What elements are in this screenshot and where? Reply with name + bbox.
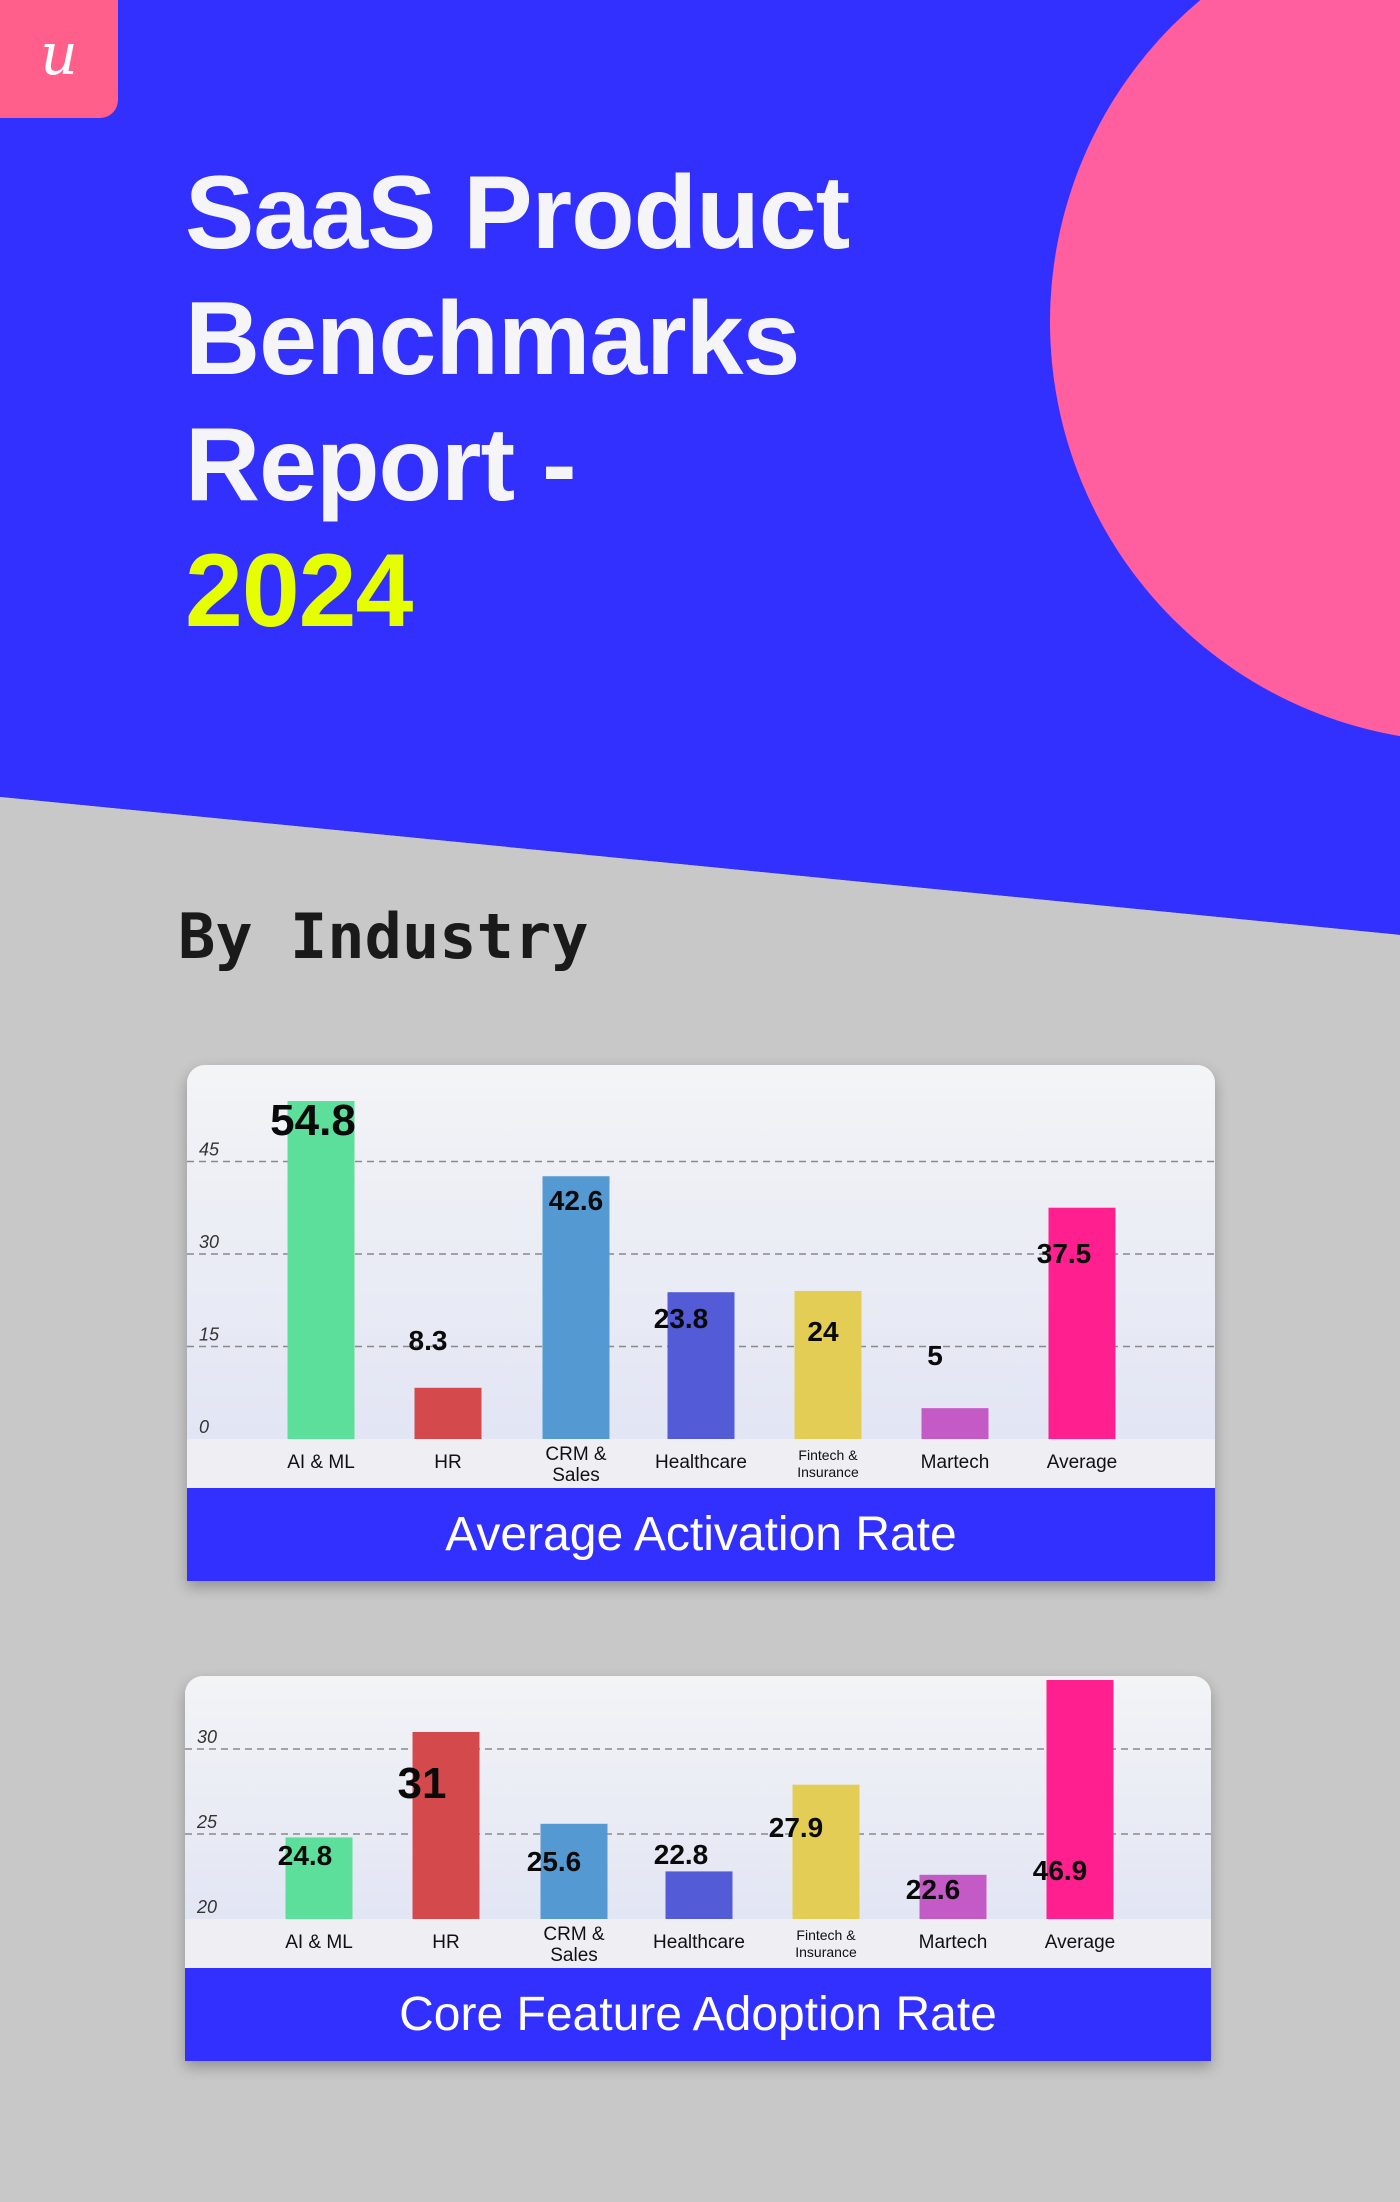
x-label-crm-sales: CRM & Sales (543, 1924, 605, 1966)
value-label-crm-sales: 42.6 (549, 1185, 604, 1216)
x-label-healthcare: Healthcare (655, 1452, 747, 1473)
activation-rate-card: 45 30 15 0 54.8 8.3 42.6 23.8 24 5 37.5 AI & ML HR CR… (187, 1065, 1215, 1581)
activation-rate-title: Average Activation Rate (187, 1488, 1215, 1581)
x-label-hr: HR (434, 1452, 461, 1473)
y-tick-0: 0 (199, 1417, 209, 1437)
y-tick-15: 15 (199, 1324, 220, 1344)
logo[interactable]: u (0, 0, 118, 118)
bar-healthcare (665, 1871, 733, 1919)
x-label-hr: HR (432, 1932, 459, 1953)
x-label-martech: Martech (919, 1932, 988, 1953)
x-label-average: Average (1047, 1452, 1117, 1473)
bar-ai-ml (285, 1837, 353, 1919)
bar-average (1046, 1680, 1114, 1919)
page-title: SaaS Product Benchmarks Report - 2024 (185, 150, 850, 654)
value-label-hr: 8.3 (409, 1325, 448, 1356)
x-label-crm-sales: CRM & Sales (545, 1444, 607, 1486)
x-label-average: Average (1045, 1932, 1115, 1953)
value-label-ai-ml: 24.8 (278, 1840, 333, 1871)
value-label-hr: 31 (398, 1759, 447, 1808)
adoption-rate-chart: 30 25 20 24.8 31 25.6 22.8 27.9 22.6 46.9 AI & ML H… (185, 1676, 1211, 1968)
header-background (0, 0, 1400, 940)
title-line-3: Report - (185, 407, 577, 523)
bar-fintech-insurance (794, 1290, 862, 1439)
section-subtitle: By Industry (178, 900, 589, 973)
x-label-fintech-insurance: Fintech & Insurance (795, 1927, 857, 1960)
x-label-healthcare: Healthcare (653, 1932, 745, 1953)
y-tick-20: 20 (196, 1897, 217, 1917)
logo-letter: u (40, 20, 78, 88)
x-label-ai-ml: AI & ML (287, 1452, 355, 1473)
bar-fintech-insurance (792, 1784, 860, 1919)
x-label-fintech-insurance: Fintech & Insurance (797, 1447, 859, 1480)
header-blue-band (0, 0, 1400, 935)
x-label-ai-ml: AI & ML (285, 1932, 353, 1953)
title-line-1: SaaS Product (185, 155, 850, 271)
bar-hr (412, 1732, 480, 1919)
y-tick-30: 30 (199, 1232, 219, 1252)
value-label-healthcare: 23.8 (654, 1303, 709, 1334)
title-line-2: Benchmarks (185, 281, 800, 397)
value-label-fintech-insurance: 24 (807, 1316, 839, 1347)
bar-martech (919, 1874, 987, 1919)
y-tick-45: 45 (199, 1139, 220, 1159)
y-tick-30: 30 (197, 1727, 217, 1747)
value-label-fintech-insurance: 27.9 (769, 1812, 824, 1843)
value-label-average: 37.5 (1037, 1238, 1092, 1269)
category-band (187, 1439, 1215, 1488)
activation-rate-chart: 45 30 15 0 54.8 8.3 42.6 23.8 24 5 37.5 AI & ML HR CR… (187, 1065, 1215, 1488)
bar-average (1048, 1207, 1116, 1439)
y-tick-25: 25 (196, 1812, 218, 1832)
value-label-average: 46.9 (1033, 1855, 1088, 1886)
adoption-rate-card: 30 25 20 24.8 31 25.6 22.8 27.9 22.6 46.9 AI & ML H… (185, 1676, 1211, 2061)
header-pink-circle (1050, 0, 1400, 737)
bar-martech (921, 1408, 989, 1439)
adoption-rate-title: Core Feature Adoption Rate (185, 1968, 1211, 2061)
bar-healthcare (667, 1292, 735, 1439)
bar-hr (414, 1387, 482, 1439)
value-label-crm-sales: 25.6 (527, 1846, 582, 1877)
bar-crm-sales (542, 1176, 610, 1439)
value-label-martech: 5 (927, 1340, 943, 1371)
title-year: 2024 (185, 533, 413, 649)
value-label-martech: 22.6 (906, 1874, 961, 1905)
bar-crm-sales (540, 1823, 608, 1919)
category-band (185, 1919, 1211, 1968)
bar-ai-ml (287, 1101, 355, 1439)
value-label-ai-ml: 54.8 (270, 1096, 356, 1145)
value-label-healthcare: 22.8 (654, 1839, 709, 1870)
x-label-martech: Martech (921, 1452, 990, 1473)
